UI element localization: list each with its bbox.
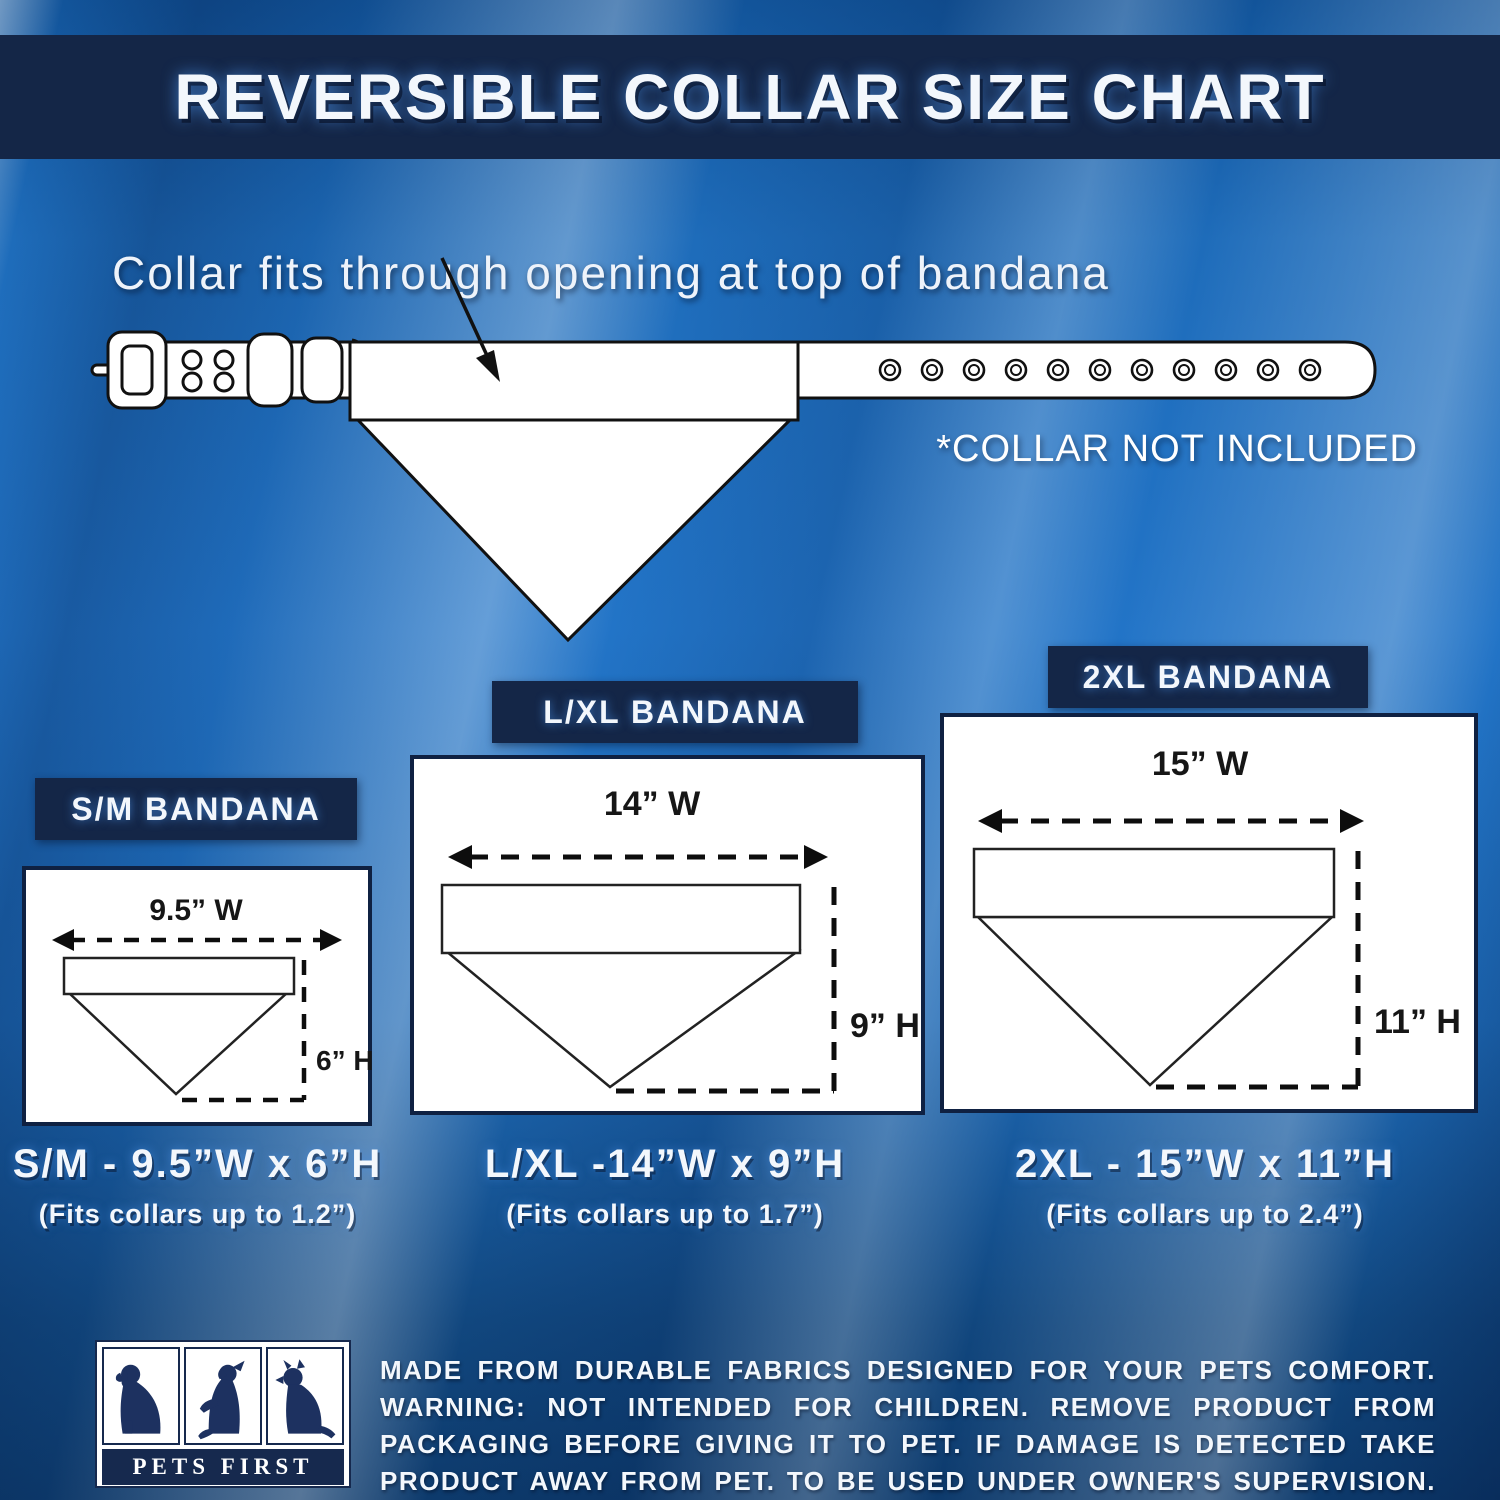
sm-panel-box: 9.5” W 6” H bbox=[22, 866, 374, 1126]
warning-line: WARNING: NOT INTENDED FOR CHILDREN. REMO… bbox=[380, 1392, 1436, 1422]
lxl-size-text: L/XL -14”W x 9”H bbox=[484, 1142, 846, 1186]
2xl-label: 2XL BANDANA bbox=[1082, 658, 1334, 695]
dog-icon-retriever bbox=[102, 1347, 180, 1445]
collar-bandana-illustration bbox=[90, 257, 1377, 643]
pets-first-logo: PETS FIRST bbox=[95, 1340, 351, 1488]
2xl-caption: 2XL - 15”W x 11”H (Fits collars up to 2.… bbox=[985, 1142, 1425, 1230]
lxl-height-guides bbox=[616, 887, 837, 1094]
2xl-label-band: 2XL BANDANA bbox=[1048, 646, 1368, 708]
sm-width-label: 9.5” W bbox=[149, 894, 243, 927]
sm-label-band: S/M BANDANA bbox=[35, 778, 357, 840]
sm-diagram: 9.5” W 6” H bbox=[52, 894, 374, 1103]
sm-height-label: 6” H bbox=[316, 1045, 374, 1076]
lxl-diagram: 14” W 9” H bbox=[440, 785, 920, 1094]
2xl-size-text: 2XL - 15”W x 11”H bbox=[1014, 1142, 1396, 1186]
lxl-width-label: 14” W bbox=[604, 785, 701, 823]
collar-not-included-note: *COLLAR NOT INCLUDED bbox=[936, 428, 1418, 470]
2xl-height-label: 11” H bbox=[1374, 1003, 1461, 1041]
warning-line: MADE FROM DURABLE FABRICS DESIGNED FOR Y… bbox=[380, 1355, 1436, 1385]
sm-height-guides bbox=[182, 960, 307, 1103]
lxl-fits-text: (Fits collars up to 1.7”) bbox=[506, 1199, 824, 1229]
lxl-panel-box: 14” W 9” H bbox=[410, 755, 925, 1115]
collar-buckle bbox=[90, 330, 375, 410]
sm-fits-text: (Fits collars up to 1.2”) bbox=[38, 1199, 357, 1229]
2xl-diagram: 15” W 11” H bbox=[972, 745, 1461, 1090]
warning-text: MADE FROM DURABLE FABRICS DESIGNED FOR Y… bbox=[380, 1352, 1436, 1500]
2xl-bandana-triangle bbox=[974, 915, 1336, 1087]
collar-eyelets bbox=[878, 358, 1322, 382]
dog-icon-howling bbox=[184, 1347, 262, 1445]
2xl-bandana-sleeve bbox=[972, 847, 1336, 919]
bandana-sleeve bbox=[348, 340, 800, 422]
sm-caption: S/M - 9.5”W x 6”H (Fits collars up to 1.… bbox=[0, 1142, 395, 1230]
sm-bandana-sleeve bbox=[62, 956, 296, 996]
lxl-height-label: 9” H bbox=[850, 1007, 920, 1045]
2xl-panel-box: 15” W 11” H bbox=[940, 713, 1478, 1113]
lxl-label: L/XL BANDANA bbox=[543, 693, 807, 730]
lxl-label-band: L/XL BANDANA bbox=[492, 681, 858, 743]
title-band: REVERSIBLE COLLAR SIZE CHART bbox=[0, 35, 1500, 159]
2xl-width-label: 15” W bbox=[1152, 745, 1249, 783]
page-title: REVERSIBLE COLLAR SIZE CHART bbox=[174, 61, 1326, 133]
warning-line: PRODUCT AWAY FROM PET. TO BE USED UNDER … bbox=[380, 1466, 1436, 1496]
warning-line: PACKAGING BEFORE GIVING IT TO PET. IF DA… bbox=[380, 1429, 1436, 1459]
logo-wordmark-bar: PETS FIRST bbox=[102, 1449, 344, 1485]
lxl-bandana-triangle bbox=[442, 949, 802, 1089]
lxl-caption: L/XL -14”W x 9”H (Fits collars up to 1.7… bbox=[465, 1142, 865, 1230]
sm-bandana-triangle bbox=[64, 990, 292, 1096]
2xl-fits-text: (Fits collars up to 2.4”) bbox=[1046, 1199, 1364, 1229]
2xl-height-guides bbox=[1156, 851, 1361, 1090]
sm-label: S/M BANDANA bbox=[71, 790, 321, 827]
sm-size-text: S/M - 9.5”W x 6”H bbox=[12, 1142, 383, 1186]
bandana-triangle bbox=[354, 418, 794, 643]
dog-icon-shepherd bbox=[266, 1347, 344, 1445]
pointer-arrow bbox=[440, 257, 500, 382]
lxl-bandana-sleeve bbox=[440, 883, 802, 955]
logo-wordmark: PETS FIRST bbox=[132, 1454, 314, 1479]
collar-caption: Collar fits through opening at top of ba… bbox=[112, 247, 1110, 299]
